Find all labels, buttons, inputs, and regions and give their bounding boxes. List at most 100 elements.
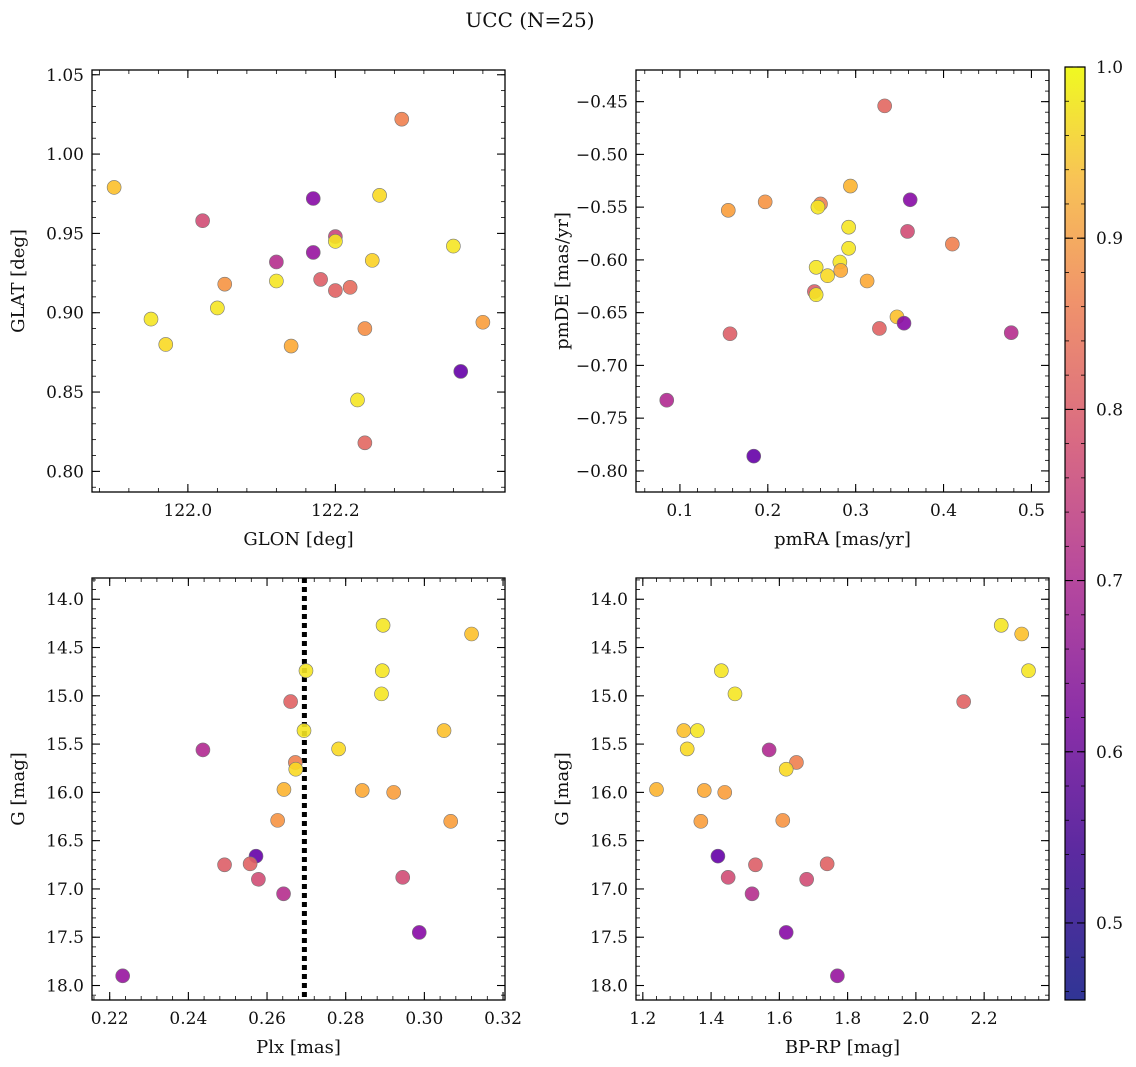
- y-tick-label: 0.80: [46, 462, 84, 482]
- scatter-point: [375, 618, 391, 633]
- scatter-point: [720, 870, 736, 885]
- scatter-point: [364, 253, 380, 268]
- panel-pmra-pmde: 0.1 0.2 0.3 0.4 0.5 −0.80 −0.75 −0.70 −0.65 −0.60…: [552, 69, 1050, 550]
- scatter-point: [158, 337, 174, 352]
- y-tick-label: −0.80: [576, 462, 628, 482]
- scatter-point: [210, 300, 225, 316]
- scatter-point: [696, 783, 712, 798]
- scatter-point: [143, 311, 159, 327]
- y-axis-label: GLAT [deg]: [8, 229, 29, 333]
- axes-frame: [91, 577, 506, 1001]
- scatter-point: [714, 663, 729, 679]
- y-tick-label: 14.0: [46, 590, 84, 610]
- y-tick-label: 15.0: [46, 687, 84, 707]
- scatter-point: [269, 273, 284, 289]
- scatter-point: [748, 857, 763, 873]
- scatter-point: [727, 686, 743, 702]
- y-tick-label: −0.65: [576, 304, 628, 324]
- y-tick-label: 18.0: [590, 977, 628, 997]
- scatter-point: [357, 321, 373, 336]
- x-tick-label: 0.4: [930, 501, 957, 521]
- colorbar-bar: [1064, 66, 1086, 1001]
- scatter-point: [902, 192, 918, 208]
- scatter-point: [350, 392, 365, 408]
- scatter-point: [859, 273, 875, 289]
- y-tick-label: −0.75: [576, 409, 628, 429]
- scatter-point: [115, 968, 130, 984]
- y-axis-label: pmDE [mas/yr]: [552, 212, 573, 350]
- scatter-point: [276, 886, 291, 902]
- scatter-point: [877, 98, 892, 114]
- scatter-point: [679, 741, 695, 757]
- figure-title: UCC (N=25): [465, 8, 594, 32]
- scatter-point: [283, 694, 298, 709]
- y-tick-label: 17.5: [46, 928, 84, 948]
- scatter-point: [331, 741, 346, 757]
- scatter-point: [342, 280, 358, 295]
- scatter-point: [1021, 663, 1036, 679]
- scatter-point: [251, 871, 266, 887]
- y-tick-label: 18.0: [46, 977, 84, 997]
- x-tick-label: 0.2: [754, 501, 781, 521]
- scatter-point: [778, 925, 794, 940]
- panels-group: 122.0 122.2 0.80 0.85 0.90 0.95 1.00 1.05 GLON […: [8, 66, 1050, 1058]
- scatter-point: [993, 618, 1009, 633]
- scatter-point: [328, 234, 343, 249]
- scatter-point: [808, 287, 824, 303]
- scatter-point: [746, 448, 762, 464]
- scatter-point: [374, 663, 390, 679]
- y-axis-label: G [mag]: [552, 752, 573, 825]
- x-tick-label: 1.2: [629, 1009, 656, 1029]
- scatter-point: [722, 326, 738, 342]
- scatter-point: [833, 263, 849, 278]
- scatter-point: [649, 782, 664, 797]
- y-tick-label: 16.0: [590, 783, 628, 803]
- scatter-point: [394, 111, 410, 127]
- scatter-point: [298, 663, 314, 679]
- scatter-point: [328, 283, 343, 298]
- scatter-point: [761, 742, 777, 758]
- scatter-point: [676, 723, 692, 738]
- x-tick-label: 2.0: [902, 1009, 929, 1029]
- y-tick-label: 0.90: [46, 304, 84, 324]
- y-tick-label: 16.5: [590, 832, 628, 852]
- scatter-point: [659, 392, 675, 408]
- x-tick-label: 0.3: [842, 501, 869, 521]
- panel-bprp-g: 1.2 1.4 1.6 1.8 2.0 2.2 14.0 14.5 15.0 15.5 16.0 16…: [552, 577, 1050, 1058]
- scatter-point: [443, 814, 459, 829]
- scatter-point: [195, 213, 210, 229]
- scatter-point: [841, 219, 856, 235]
- scatter-point: [305, 191, 321, 206]
- scatter-point: [872, 321, 887, 336]
- y-tick-label: 15.5: [590, 735, 628, 755]
- scatter-point: [386, 785, 401, 800]
- y-tick-label: 14.0: [590, 590, 628, 610]
- scatter-point: [313, 272, 328, 287]
- scatter-point: [896, 315, 912, 331]
- scatter-point: [436, 723, 452, 738]
- scatter-point: [1014, 626, 1029, 642]
- scatter-point: [276, 782, 292, 797]
- scatter-point: [808, 259, 824, 275]
- x-tick-label: 0.1: [666, 501, 693, 521]
- scatter-point: [757, 194, 773, 210]
- scatter-point: [270, 813, 285, 828]
- x-tick-label: 0.32: [484, 1009, 522, 1029]
- x-axis-label: pmRA [mas/yr]: [774, 529, 911, 550]
- y-tick-label: 1.00: [46, 145, 84, 165]
- scatter-point: [956, 694, 971, 709]
- x-axis-label: GLON [deg]: [243, 529, 353, 550]
- x-tick-label: 1.8: [834, 1009, 861, 1029]
- colorbar-tick-label: 0.6: [1096, 743, 1123, 763]
- y-tick-label: −0.70: [576, 356, 628, 376]
- scatter-point: [710, 848, 726, 864]
- x-tick-label: 1.4: [698, 1009, 725, 1029]
- colorbar-tick-label: 0.9: [1096, 229, 1123, 249]
- scatter-point: [217, 276, 233, 292]
- y-axis-label: G [mag]: [8, 752, 29, 825]
- y-tick-label: 17.0: [590, 880, 628, 900]
- colorbar-tick-label: 1.0: [1096, 58, 1123, 78]
- scatter-point: [446, 238, 461, 254]
- scatter-point: [288, 761, 304, 777]
- y-tick-label: 14.5: [46, 639, 84, 659]
